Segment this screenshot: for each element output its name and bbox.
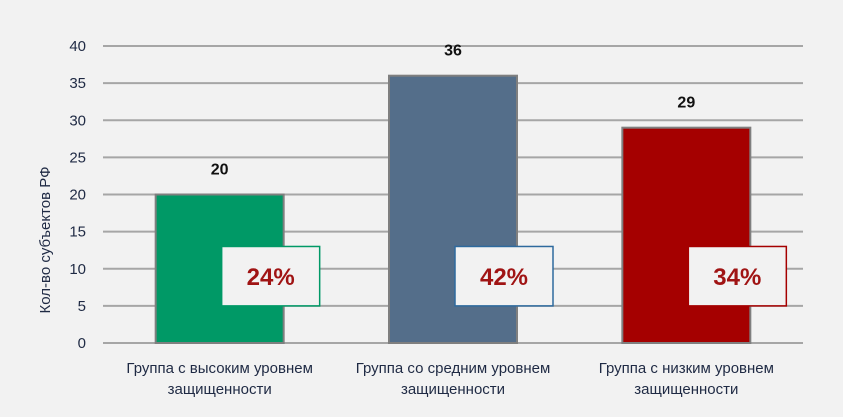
bars: 20 24% 36 42% 29 34% <box>154 43 788 344</box>
x-axis: Группа с высоким уровнем защищенности Груп… <box>126 360 774 398</box>
share-label: 42% <box>480 264 528 291</box>
y-tick-label: 40 <box>69 38 86 55</box>
x-category-label: Группа со средним уровнем <box>356 360 551 377</box>
x-category-label: защищенности <box>634 381 738 398</box>
bar <box>621 126 752 344</box>
y-tick-label: 20 <box>69 187 86 204</box>
share-box <box>220 245 321 307</box>
y-tick-label: 5 <box>78 298 86 315</box>
y-tick-label: 15 <box>69 224 86 241</box>
y-tick-label: 35 <box>69 75 86 92</box>
x-category-label: защищенности <box>401 381 505 398</box>
x-category-label: Группа с низким уровнем <box>599 360 774 377</box>
y-tick-label: 30 <box>69 112 86 129</box>
share-box <box>687 245 788 307</box>
share-box <box>454 245 554 307</box>
share-label: 24% <box>247 264 295 291</box>
y-axis-label: Кол-во субъектов РФ <box>37 167 54 314</box>
share-label: 34% <box>713 264 761 291</box>
x-category-label: Группа с высоким уровнем <box>126 360 312 377</box>
x-category-label: защищенности <box>168 381 272 398</box>
bar-value-label: 36 <box>444 43 462 60</box>
bar-value-label: 29 <box>677 95 695 112</box>
y-tick-label: 0 <box>78 335 86 352</box>
y-tick-label: 10 <box>69 261 86 278</box>
y-axis: 0 5 10 15 20 25 30 35 40 <box>69 38 86 352</box>
bar-value-label: 20 <box>211 162 229 179</box>
y-tick-label: 25 <box>69 149 86 166</box>
